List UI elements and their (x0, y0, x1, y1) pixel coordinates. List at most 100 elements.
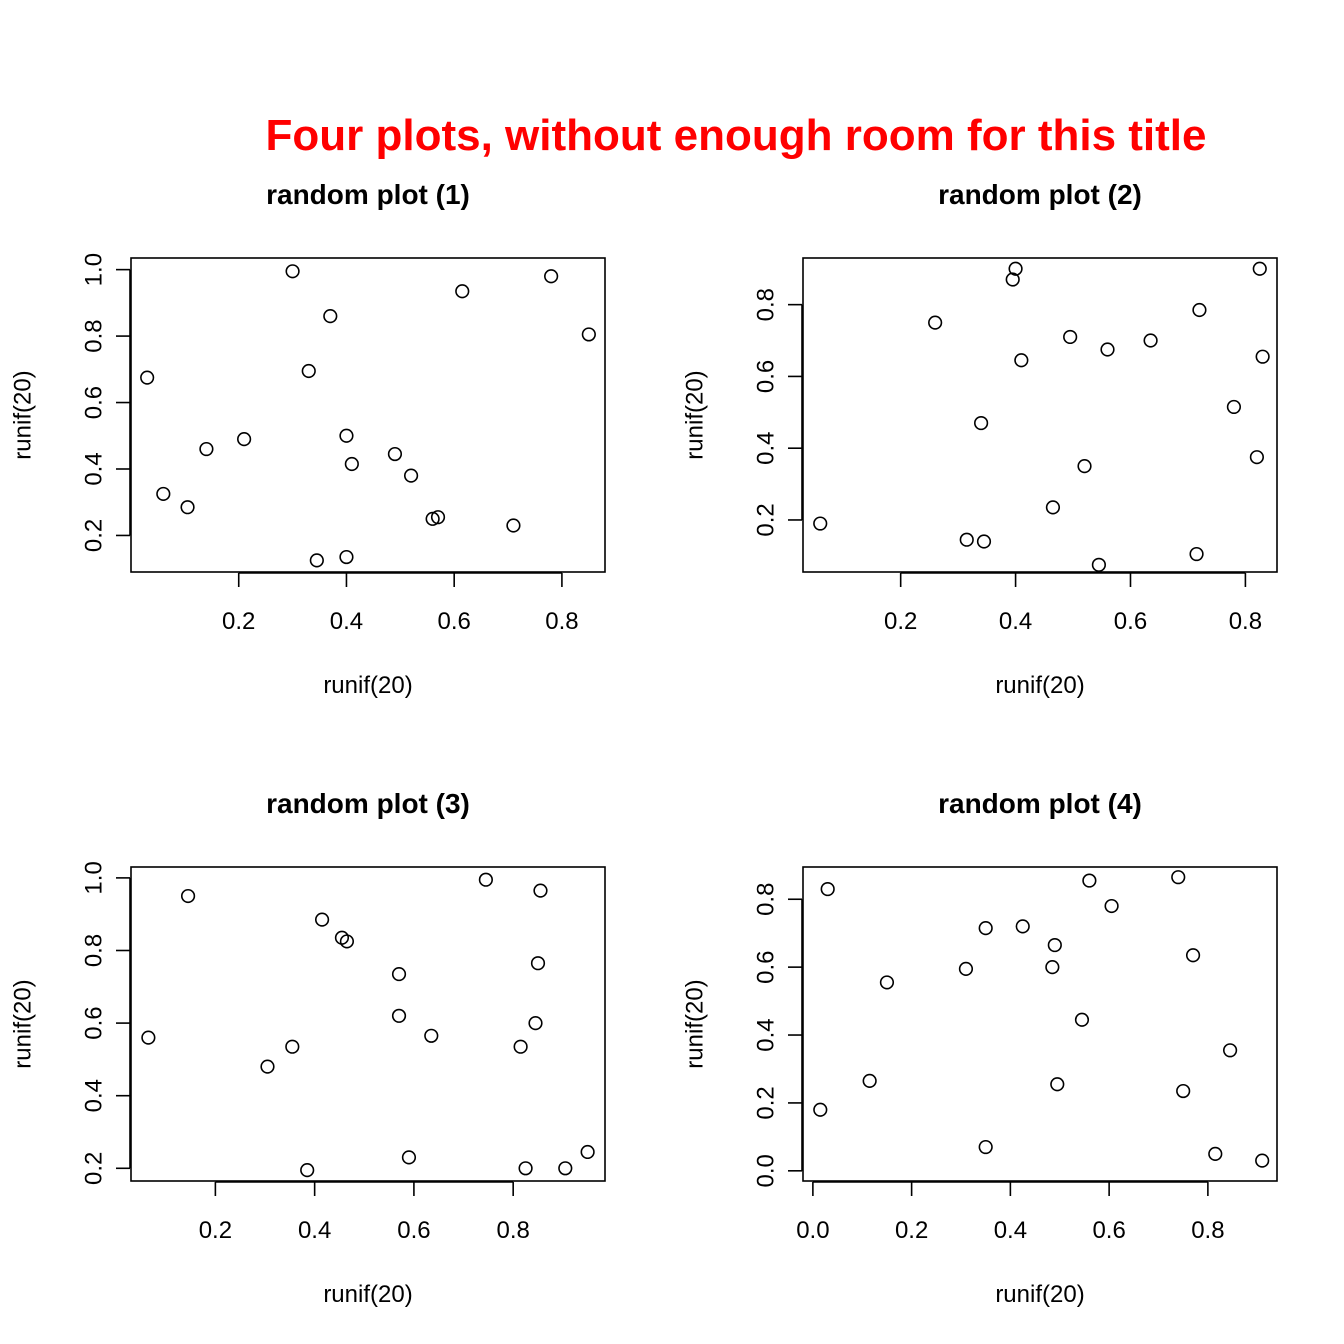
data-point (344, 456, 359, 472)
data-point (1143, 333, 1158, 348)
y-tick-label: 0.8 (753, 883, 780, 916)
data-point (1014, 353, 1029, 368)
data-point (237, 431, 252, 447)
data-point (1077, 459, 1092, 474)
data-point (1176, 1083, 1191, 1099)
data-point (1185, 948, 1201, 963)
data-point (1008, 261, 1023, 276)
y-tick-label: 0.2 (81, 519, 108, 552)
data-point (506, 518, 521, 533)
data-point (862, 1073, 877, 1088)
x-tick-label: 0.2 (199, 1217, 232, 1244)
data-point (339, 934, 355, 949)
data-point (430, 510, 446, 525)
scatter-panel-4: random plot (4) 0.0 0.2 0.4 0.6 0.8 0.0 0.2 0.4 0… (682, 788, 1278, 1308)
data-point (180, 500, 195, 515)
panel-title: random plot (3) (266, 788, 470, 819)
data-point (544, 269, 559, 284)
y-tick-label: 1.0 (81, 861, 108, 894)
x-tick-label: 0.6 (437, 608, 470, 635)
data-point (813, 516, 828, 531)
x-tick-label: 0.8 (1229, 608, 1262, 635)
y-tick-label: 0.0 (753, 1154, 780, 1187)
data-point (1091, 557, 1106, 572)
x-tick-label: 0.4 (994, 1217, 1027, 1244)
data-point (974, 415, 989, 431)
data-point (425, 511, 440, 526)
data-point (959, 532, 974, 547)
plot-frame (802, 866, 1278, 1182)
data-point (1074, 1012, 1090, 1027)
plot-frame (802, 257, 1278, 573)
data-point (533, 883, 548, 898)
y-axis-label: runif(20) (682, 370, 709, 459)
data-point (301, 363, 316, 379)
data-point (518, 1161, 533, 1176)
x-axis-label: runif(20) (995, 672, 1084, 699)
data-point (1255, 349, 1270, 364)
data-point (323, 309, 338, 324)
data-point (1226, 399, 1242, 415)
data-point (1015, 919, 1030, 934)
y-tick-label: 1.0 (81, 253, 108, 286)
y-tick-label: 0.4 (81, 1079, 108, 1112)
data-point (1005, 272, 1020, 287)
data-point (391, 966, 407, 982)
data-point (478, 872, 493, 887)
y-tick-label: 0.2 (753, 1086, 780, 1119)
data-point (1255, 1153, 1270, 1168)
y-tick-label: 0.6 (753, 950, 780, 983)
data-point (1045, 500, 1061, 515)
scatter-panel-3: random plot (3) 0.2 0.4 0.6 0.8 0.2 0.4 0.6 0.8 1… (10, 788, 606, 1308)
x-tick-label: 0.6 (1114, 608, 1147, 635)
figure-title: Four plots, without enough room for this… (266, 111, 1207, 160)
data-point (156, 486, 171, 502)
data-point (1082, 873, 1097, 888)
x-tick-label: 0.6 (1092, 1217, 1125, 1244)
x-tick-label: 0.2 (884, 608, 917, 635)
data-point (1252, 261, 1267, 276)
y-axis-label: runif(20) (10, 979, 37, 1068)
data-point (1050, 1077, 1065, 1092)
data-point (581, 327, 596, 342)
data-point (879, 975, 895, 990)
data-point (339, 549, 354, 565)
data-point (180, 888, 196, 904)
y-tick-label: 0.6 (81, 1006, 108, 1039)
scatter-panel-1: random plot (1) 0.2 0.4 0.6 0.8 0.2 0.4 0.6 0.8 1… (10, 179, 606, 699)
data-point (528, 1015, 543, 1031)
data-point (978, 1139, 993, 1155)
data-point (958, 961, 974, 976)
data-point (1192, 302, 1207, 318)
data-point (140, 370, 155, 385)
y-tick-label: 0.8 (753, 288, 780, 321)
scatter-panel-2: random plot (2) 0.2 0.4 0.6 0.8 0.2 0.4 0.6 0.8 r… (682, 179, 1278, 699)
data-point (580, 1144, 595, 1160)
x-tick-label: 0.8 (496, 1217, 529, 1244)
y-tick-label: 0.2 (81, 1152, 108, 1185)
data-point (309, 553, 324, 568)
y-tick-label: 0.4 (753, 1018, 780, 1051)
y-axis-label: runif(20) (682, 979, 709, 1068)
data-point (300, 1163, 315, 1178)
x-tick-label: 0.2 (222, 608, 255, 635)
data-point (1047, 937, 1062, 953)
y-tick-label: 0.4 (81, 452, 108, 485)
data-point (820, 881, 835, 897)
x-tick-label: 0.8 (1191, 1217, 1224, 1244)
x-axis-label: runif(20) (995, 1281, 1084, 1308)
data-point (339, 428, 354, 443)
y-tick-label: 0.6 (753, 360, 780, 393)
x-tick-label: 0.4 (999, 608, 1032, 635)
x-tick-label: 0.4 (330, 608, 363, 635)
data-point (1222, 1043, 1238, 1058)
data-point (978, 921, 993, 936)
y-tick-label: 0.8 (81, 319, 108, 352)
panel-title: random plot (4) (938, 788, 1142, 819)
data-point (314, 912, 330, 927)
data-point (976, 534, 992, 549)
data-point (391, 1008, 407, 1023)
data-point (1045, 960, 1060, 975)
y-tick-label: 0.2 (753, 503, 780, 536)
